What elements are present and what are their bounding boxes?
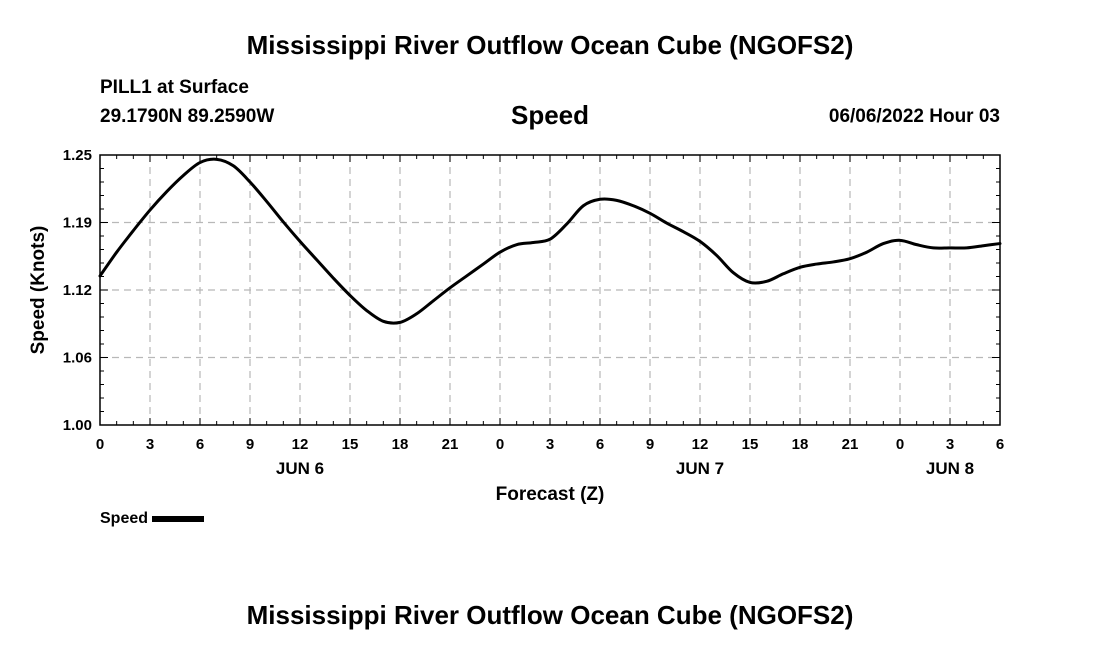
x-tick-label: 21 <box>442 436 459 453</box>
x-tick-label: 21 <box>842 436 859 453</box>
x-tick-label: 3 <box>946 436 954 453</box>
x-tick-label: 6 <box>996 436 1004 453</box>
x-tick-label: 6 <box>196 436 204 453</box>
variable-title: Speed <box>510 100 590 130</box>
legend-line-swatch <box>152 516 205 522</box>
x-tick-label: 18 <box>792 436 809 453</box>
grid <box>100 155 1000 425</box>
y-tick-label: 1.19 <box>63 215 92 232</box>
speed-series-line <box>98 157 1002 325</box>
y-tick-label: 1.06 <box>63 350 92 367</box>
plot-frame <box>99 154 1001 426</box>
y-tick-label: 1.25 <box>63 147 92 164</box>
date-label: JUN 8 <box>926 459 974 478</box>
x-tick-label: 9 <box>246 436 254 453</box>
datetime-label: 06/06/2022 Hour 03 <box>828 106 1000 127</box>
y-tick-label: 1.00 <box>63 417 92 434</box>
legend: Speed <box>100 510 205 528</box>
legend-label: Speed <box>100 510 149 527</box>
x-tick-label: 0 <box>96 436 104 453</box>
y-tick-label: 1.12 <box>63 282 92 299</box>
x-tick-label: 3 <box>546 436 554 453</box>
y-axis-title: Speed (Knots) <box>28 226 49 355</box>
x-tick-label: 0 <box>496 436 504 453</box>
chart-title: Mississippi River Outflow Ocean Cube (NG… <box>246 30 854 60</box>
x-tick-label: 6 <box>596 436 604 453</box>
x-tick-label: 0 <box>896 436 904 453</box>
coordinates-label: 29.1790N 89.2590W <box>100 106 275 127</box>
date-label: JUN 6 <box>276 459 324 478</box>
x-tick-label: 15 <box>742 436 759 453</box>
footer-title: Mississippi River Outflow Ocean Cube (NG… <box>246 600 854 630</box>
x-tick-label: 12 <box>692 436 709 453</box>
station-label: PILL1 at Surface <box>100 77 249 98</box>
x-tick-label: 3 <box>146 436 154 453</box>
date-label: JUN 7 <box>676 459 724 478</box>
x-tick-label: 12 <box>292 436 309 453</box>
x-tick-label: 9 <box>646 436 654 453</box>
axis-labels: 0 3 6 9 12 15 18 21 0 3 6 9 12 15 18 21 0 3 6 JUN 6 JUN 7 JUN… <box>63 147 1004 478</box>
x-tick-label: 15 <box>342 436 359 453</box>
x-tick-label: 18 <box>392 436 409 453</box>
x-axis-title: Forecast (Z) <box>496 484 605 505</box>
